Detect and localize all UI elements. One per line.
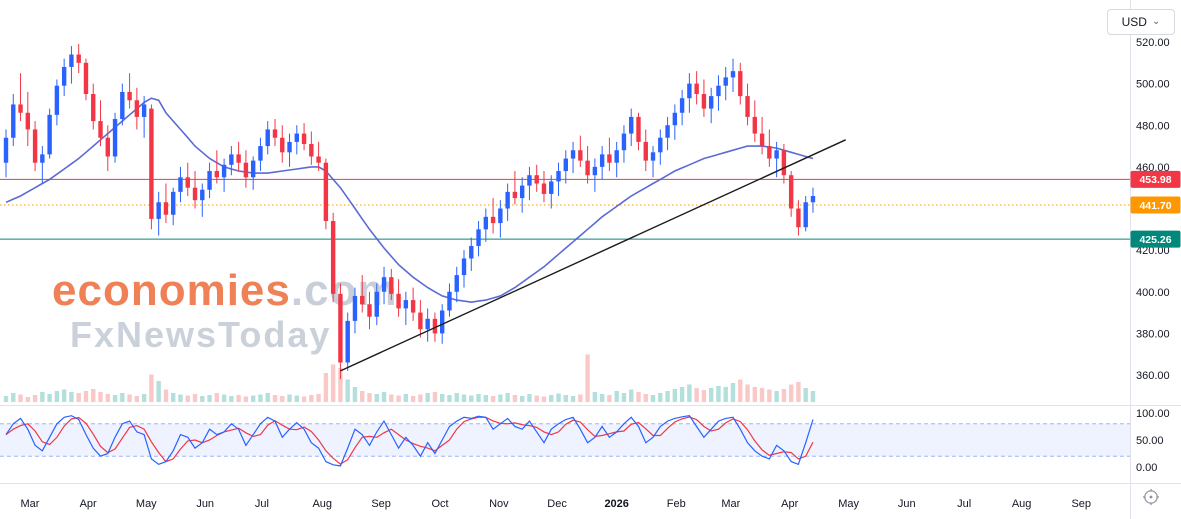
price-level-chip-value: 441.70 <box>1139 200 1171 212</box>
stochastic-band <box>0 423 1130 457</box>
price-level-chips[interactable]: 453.98 441.70 425.26 <box>1130 170 1181 248</box>
time-tick-label: Sep <box>371 498 391 510</box>
volume-layer <box>3 354 816 402</box>
price-level-chip <box>1130 230 1181 248</box>
time-tick-label: Apr <box>781 498 798 510</box>
time-tick-label: Jun <box>898 498 916 510</box>
stochastic-k-line <box>5 415 814 467</box>
time-tick-label: Jun <box>196 498 214 510</box>
time-axis[interactable]: Mar Apr May Jun Jul Aug Sep Oct Nov Dec 2026 Feb Mar… <box>21 498 1092 510</box>
time-tick-label: Aug <box>312 498 332 510</box>
oscillator-tick-label: 50.00 <box>1136 435 1164 447</box>
price-tick-label: 360.00 <box>1136 370 1170 382</box>
time-tick-label: Dec <box>547 498 567 510</box>
candles-layer <box>3 44 816 380</box>
time-tick-label: Jul <box>957 498 971 510</box>
time-tick-label: May <box>838 498 859 510</box>
price-tick-label: 500.00 <box>1136 79 1170 91</box>
time-tick-label: May <box>136 498 157 510</box>
time-tick-label: Apr <box>80 498 97 510</box>
price-level-chip-value: 425.26 <box>1139 234 1171 246</box>
price-level-chip <box>1130 170 1181 188</box>
currency-dropdown[interactable]: USD ⌄ <box>1107 9 1175 35</box>
stochastic-lines <box>5 415 814 467</box>
crosshair-icon-glyph <box>1143 489 1159 505</box>
time-tick-label: Jul <box>255 498 269 510</box>
time-tick-label: Sep <box>1071 498 1091 510</box>
oscillator-tick-label: 0.00 <box>1136 462 1157 474</box>
time-tick-label: Nov <box>489 498 509 510</box>
price-level-chip <box>1130 196 1181 214</box>
crosshair-icon[interactable] <box>1141 487 1161 507</box>
time-tick-label: Aug <box>1012 498 1032 510</box>
time-tick-label: Oct <box>431 498 448 510</box>
chevron-down-icon: ⌄ <box>1151 15 1161 27</box>
time-tick-label: Feb <box>667 498 686 510</box>
oscillator-tick-label: 100.00 <box>1136 408 1170 420</box>
ma-line[interactable] <box>5 97 814 304</box>
time-tick-label: 2026 <box>604 498 628 510</box>
time-tick-label: Mar <box>721 498 740 510</box>
price-tick-label: 480.00 <box>1136 120 1170 132</box>
currency-label: USD <box>1121 15 1147 29</box>
time-tick-label: Mar <box>21 498 40 510</box>
price-level-lines[interactable] <box>0 178 1130 240</box>
price-tick-label: 420.00 <box>1136 245 1170 257</box>
price-tick-label: 400.00 <box>1136 287 1170 299</box>
trendline[interactable] <box>340 139 846 372</box>
price-tick-label: 380.00 <box>1136 328 1170 340</box>
price-tick-label: 460.00 <box>1136 162 1170 174</box>
price-tick-label: 520.00 <box>1136 37 1170 49</box>
price-axis[interactable]: 520.00 500.00 480.00 460.00 420.00 400.00 380.… <box>1136 37 1170 474</box>
price-level-chip-value: 453.98 <box>1139 174 1171 186</box>
